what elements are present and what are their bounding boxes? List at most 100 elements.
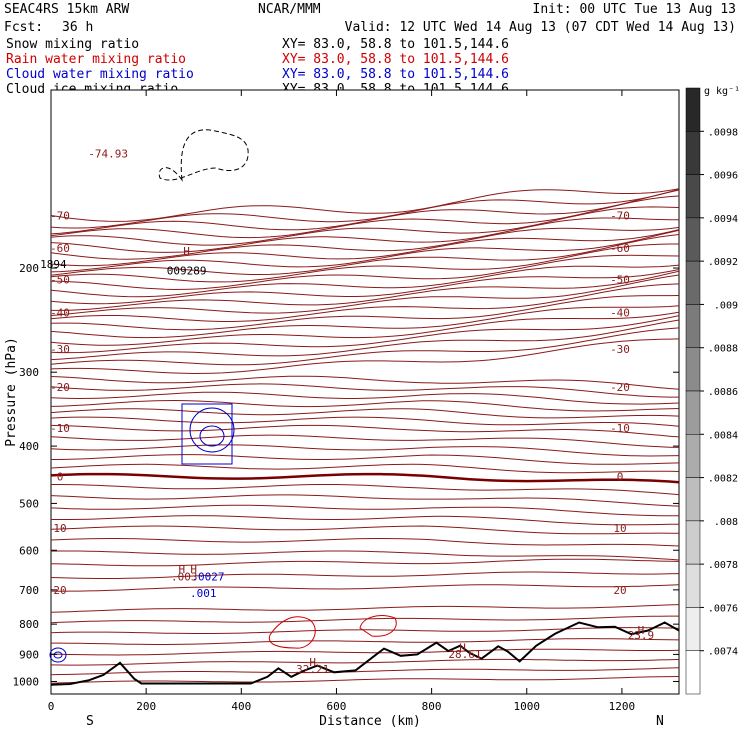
colorbar-label: .0082	[708, 474, 738, 485]
temperature-contour	[50, 627, 680, 634]
temperature-contour	[50, 391, 680, 405]
field-name-2: Cloud water mixing ratio	[6, 67, 194, 82]
field-name-0: Snow mixing ratio	[6, 37, 139, 52]
temperature-contour	[51, 484, 680, 496]
colorbar-segment	[685, 217, 701, 262]
end-label-south: S	[86, 714, 94, 729]
contour-label: -10	[610, 422, 630, 435]
extremum-label: H	[638, 624, 645, 637]
x-tick-label: 400	[231, 700, 251, 713]
colorbar-segment	[685, 650, 701, 695]
temperature-contour	[50, 494, 680, 507]
colorbar-label: .0086	[708, 387, 738, 398]
temperature-contour	[50, 615, 679, 624]
temperature-contour	[50, 525, 680, 535]
temperature-contour	[50, 667, 680, 676]
temperature-contour	[50, 434, 680, 448]
y-tick-label: 900	[19, 648, 39, 661]
temperature-contour	[50, 295, 680, 331]
init-time: Init: 00 UTC Tue 13 Aug 13	[533, 2, 737, 17]
temperature-contour	[50, 264, 680, 298]
x-tick-label: 800	[422, 700, 442, 713]
cloud-water-contour	[181, 403, 233, 465]
temperature-contour	[50, 584, 680, 592]
temperature-contour	[50, 676, 680, 684]
temperature-contour	[50, 424, 680, 438]
colorbar-segment	[685, 347, 701, 392]
colorbar-segment	[685, 563, 701, 608]
ice-cloud-contour	[158, 129, 249, 182]
terrain-group	[50, 621, 680, 686]
colorbar-label: .0088	[708, 344, 738, 355]
cloud-water-contour	[189, 407, 235, 453]
contour-label: -20	[50, 381, 70, 394]
colorbar-label: .008	[714, 517, 738, 528]
extremum-label: 009289	[167, 264, 207, 277]
temperature-contour	[50, 311, 680, 346]
contour-label: -30	[50, 343, 70, 356]
cloud-water-contour	[49, 647, 67, 663]
y-tick-label: 400	[19, 440, 39, 453]
contour-label: -70	[50, 210, 70, 223]
contour-label: 0	[617, 470, 624, 483]
extremum-label: 23.9	[628, 629, 655, 642]
temperature-contour	[50, 327, 680, 366]
extremum-label: 1894	[40, 258, 67, 271]
rain-water-contour	[268, 616, 316, 649]
model-title: SEAC4RS 15km ARW	[4, 2, 129, 17]
colorbar-label: .0074	[708, 647, 738, 658]
axes: 0 200 400 600 800 1000 12002003004005006007008…	[13, 90, 679, 713]
temperature-contour	[50, 444, 680, 457]
temperature-contour	[50, 558, 680, 567]
y-tick-label: 1000	[13, 675, 40, 688]
colorbar-segment	[685, 304, 701, 348]
contour-label: -30	[610, 343, 630, 356]
rain-water-contour	[359, 615, 397, 637]
extremum-label: .001	[190, 587, 217, 600]
extremum-label: H	[459, 642, 466, 655]
contour-label: -40	[50, 307, 70, 320]
colorbar-label: .0098	[708, 127, 738, 138]
field-legend: Snow mixing ratio XY= 83.0, 58.8 to 101.5…	[6, 37, 509, 97]
temperature-contour	[50, 274, 680, 316]
x-tick-label: 200	[136, 700, 156, 713]
temperature-contour	[51, 270, 680, 311]
temperature-contour	[50, 408, 680, 419]
y-tick-label: 200	[19, 262, 39, 275]
contour-label: 20	[53, 584, 66, 597]
field-xy-0: XY= 83.0, 58.8 to 101.5,144.6	[282, 37, 509, 52]
cloud-features	[49, 129, 397, 663]
colorbar-segment	[685, 390, 701, 435]
x-tick-label: 0	[48, 700, 55, 713]
plot-area	[50, 89, 680, 695]
temperature-contour	[50, 283, 680, 322]
temperature-contour	[50, 226, 680, 260]
temperature-contour	[50, 189, 680, 229]
contour-label: 0	[57, 470, 64, 483]
contour-label: -50	[50, 273, 70, 286]
temperature-contour	[50, 305, 680, 339]
cloud-water-contour	[53, 651, 63, 659]
x-tick-label: 1200	[609, 700, 636, 713]
fcst-label: Fcst:	[4, 20, 43, 35]
extremum-label: H	[183, 245, 190, 258]
valid-time: Valid: 12 UTC Wed 14 Aug 13 (07 CDT Wed …	[345, 20, 736, 35]
field-xy-1: XY= 83.0, 58.8 to 101.5,144.6	[282, 52, 509, 67]
temperature-contour	[50, 206, 680, 246]
colorbar-label: .0076	[708, 603, 738, 614]
temperature-contour	[50, 648, 680, 656]
colorbar-segment	[685, 131, 701, 175]
y-tick-label: 800	[19, 618, 39, 631]
extremum-label: 28.61	[448, 648, 481, 661]
contour-label: 10	[613, 522, 626, 535]
colorbar-segment	[685, 607, 701, 651]
temperature-contour	[50, 189, 680, 235]
extremum-label: .003	[171, 571, 198, 584]
temperature-contour	[50, 383, 679, 398]
extremum-label: .0027	[191, 571, 224, 584]
fcst-value: 36 h	[62, 20, 93, 35]
y-tick-label: 500	[19, 497, 39, 510]
temperature-contour	[50, 375, 680, 390]
temperature-contour	[50, 416, 680, 427]
